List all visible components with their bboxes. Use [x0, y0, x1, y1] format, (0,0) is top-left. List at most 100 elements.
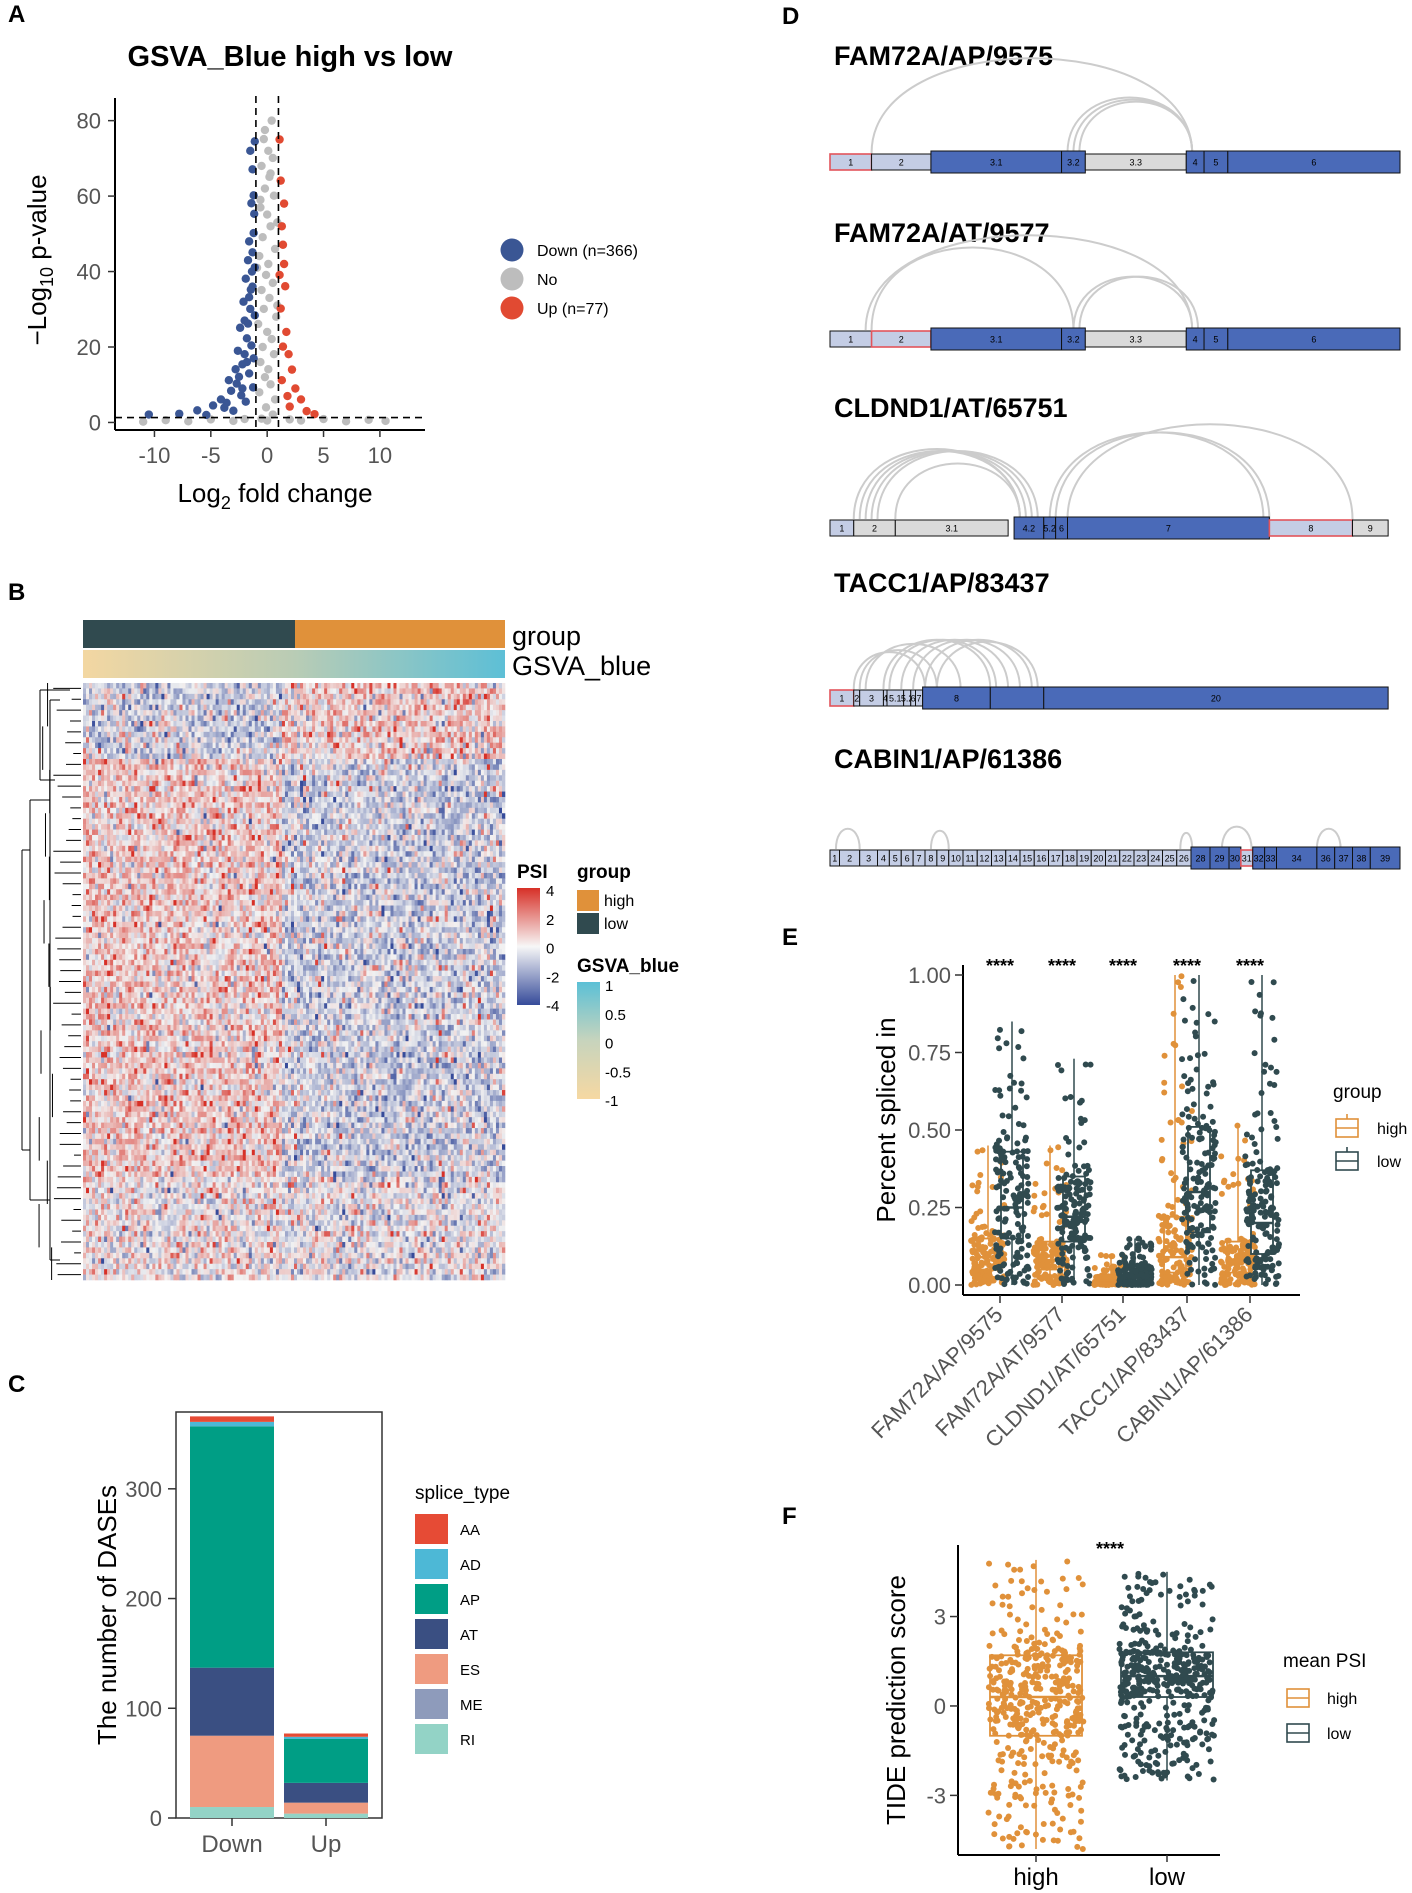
heatmap-cell — [89, 845, 93, 852]
heatmap-cell — [432, 856, 436, 863]
heatmap-cell — [459, 764, 464, 771]
heatmap-cell — [453, 758, 458, 765]
volcano-point-no — [240, 414, 249, 424]
heatmap-cell — [230, 786, 235, 792]
heatmap-cell — [251, 731, 256, 738]
volcano-point-no — [381, 416, 390, 426]
heatmap-cell — [200, 693, 204, 700]
volcano-point-no — [258, 342, 267, 352]
heatmap-cell — [128, 693, 132, 700]
heatmap-cell — [324, 834, 328, 841]
heatmap-cell — [348, 802, 352, 809]
heatmap-cell — [185, 818, 189, 825]
heatmap-cell — [149, 791, 153, 798]
heatmap-cell — [498, 829, 503, 836]
heatmap-cell — [486, 683, 491, 689]
heatmap-cell — [429, 807, 433, 814]
heatmap-cell — [300, 693, 304, 700]
heatmap-cell — [188, 834, 192, 841]
heatmap-cell — [110, 862, 114, 868]
heatmap-cell — [456, 791, 461, 798]
heatmap-cell — [387, 824, 391, 830]
heatmap-cell — [441, 731, 446, 738]
heatmap-cell — [179, 737, 183, 743]
heatmap-cell — [432, 764, 436, 771]
heatmap-cell — [348, 834, 352, 841]
heatmap-cell — [254, 845, 259, 852]
heatmap-cell — [284, 715, 289, 722]
heatmap-cell — [336, 829, 340, 836]
heatmap-cell — [269, 796, 274, 803]
heatmap-cell — [215, 829, 219, 836]
heatmap-cell — [495, 726, 500, 733]
heatmap-cell — [164, 737, 168, 743]
heatmap-cell — [459, 731, 464, 738]
volcano-point-no — [184, 417, 193, 426]
heatmap-cell — [387, 813, 391, 819]
heatmap-cell — [462, 856, 467, 863]
heatmap-cell — [378, 748, 382, 754]
heatmap-cell — [278, 780, 283, 787]
heatmap-cell — [101, 683, 105, 689]
heatmap-cell — [432, 748, 436, 754]
heatmap-cell — [95, 840, 99, 847]
volcano-point-down — [224, 376, 234, 385]
heatmap-cell — [366, 802, 370, 809]
heatmap-cell — [212, 720, 216, 727]
heatmap-cell — [414, 802, 418, 809]
heatmap-cell — [86, 813, 90, 819]
heatmap-cell — [381, 710, 385, 716]
heatmap-cell — [477, 764, 482, 771]
heatmap-cell — [188, 742, 192, 749]
heatmap-cell — [336, 758, 340, 765]
heatmap-cell — [300, 780, 304, 787]
heatmap-cell — [206, 862, 210, 868]
heatmap-cell — [426, 704, 430, 711]
heatmap-cell — [239, 742, 244, 749]
heatmap-cell — [275, 710, 280, 716]
heatmap-cell — [182, 824, 186, 830]
heatmap-cell — [393, 780, 397, 787]
heatmap-cell — [146, 764, 150, 771]
heatmap-cell — [480, 802, 485, 809]
heatmap-cell — [89, 834, 93, 841]
heatmap-cell — [83, 715, 87, 722]
heatmap-cell — [152, 780, 156, 787]
heatmap-cell — [197, 862, 201, 868]
heatmap-cell — [149, 704, 153, 711]
heatmap-cell — [468, 710, 473, 716]
heatmap-cell — [462, 829, 467, 836]
heatmap-cell — [239, 867, 244, 874]
heatmap-cell — [92, 764, 96, 771]
heatmap-cell — [456, 748, 461, 754]
heatmap-cell — [501, 786, 506, 792]
heatmap-cell — [303, 807, 307, 814]
heatmap-cell — [278, 851, 283, 857]
heatmap-cell — [107, 764, 111, 771]
heatmap-cell — [417, 753, 421, 760]
heatmap-cell — [110, 845, 114, 852]
heatmap-cell — [318, 683, 322, 689]
heatmap-cell — [185, 851, 189, 857]
heatmap-cell — [194, 720, 198, 727]
heatmap-cell — [179, 834, 183, 841]
heatmap-cell — [197, 758, 201, 765]
volcano-point-down — [241, 274, 250, 283]
heatmap-cell — [420, 693, 424, 700]
heatmap-cell — [294, 813, 298, 819]
heatmap-cell — [372, 693, 376, 700]
heatmap-cell — [164, 683, 168, 689]
heatmap-cell — [194, 699, 198, 706]
heatmap-cell — [450, 699, 455, 706]
heatmap-cell — [110, 737, 114, 743]
heatmap-cell — [393, 715, 397, 722]
heatmap-cell — [206, 758, 210, 765]
heatmap-cell — [399, 769, 403, 776]
heatmap-cell — [224, 688, 228, 695]
heatmap-cell — [357, 726, 361, 733]
volcano-point-up — [277, 376, 287, 385]
heatmap-cell — [348, 807, 352, 814]
heatmap-cell — [369, 683, 373, 689]
heatmap-cell — [245, 715, 250, 722]
heatmap-cell — [432, 699, 436, 706]
